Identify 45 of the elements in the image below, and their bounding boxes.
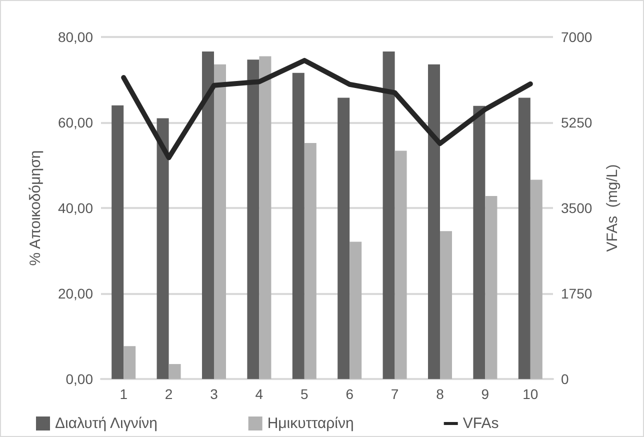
y2-tick-label: 3500 bbox=[561, 200, 592, 216]
bar bbox=[428, 64, 440, 379]
y-tick-label: 0,00 bbox=[66, 371, 94, 387]
x-tick-label: 8 bbox=[436, 386, 444, 402]
bar bbox=[485, 196, 498, 379]
bar bbox=[112, 105, 124, 379]
y-tick-label: 40,00 bbox=[58, 200, 94, 216]
bar bbox=[338, 98, 350, 379]
bar bbox=[394, 150, 407, 379]
bar bbox=[530, 180, 542, 379]
legend-label: Διαλυτή Λιγνίνη bbox=[55, 415, 158, 432]
bar bbox=[473, 106, 486, 379]
x-tick-label: 9 bbox=[481, 386, 490, 402]
y2-axis-title: VFAs (mg/L) bbox=[604, 164, 621, 252]
bar bbox=[440, 231, 452, 379]
bar bbox=[168, 364, 181, 379]
x-tick-label: 4 bbox=[255, 386, 264, 402]
legend-label: VFAs bbox=[462, 415, 499, 432]
x-tick-label: 6 bbox=[346, 386, 354, 402]
y2-tick-label: 5250 bbox=[561, 114, 592, 130]
y-axis-title: % Αποικοδόμηση bbox=[27, 150, 44, 266]
x-tick-label: 1 bbox=[120, 386, 128, 402]
bar bbox=[214, 64, 226, 379]
y2-tick-label: 7000 bbox=[561, 29, 592, 45]
legend-label: Ημικυτταρίνη bbox=[267, 415, 354, 432]
y2-tick-label: 1750 bbox=[561, 286, 592, 302]
y-tick-label: 60,00 bbox=[58, 114, 94, 130]
x-tick-label: 10 bbox=[522, 386, 538, 402]
bar bbox=[247, 60, 260, 379]
bar bbox=[518, 98, 530, 379]
x-tick-label: 5 bbox=[300, 386, 308, 402]
bar bbox=[382, 52, 395, 379]
bar bbox=[124, 346, 136, 379]
bar bbox=[156, 118, 169, 379]
bar bbox=[202, 52, 214, 379]
bar bbox=[350, 242, 362, 379]
bar bbox=[292, 72, 304, 379]
x-tick-label: 3 bbox=[210, 386, 218, 402]
bar bbox=[304, 143, 316, 379]
y2-tick-label: 0 bbox=[561, 371, 569, 387]
x-tick-label: 2 bbox=[164, 386, 173, 402]
bar bbox=[259, 56, 272, 379]
y-tick-label: 80,00 bbox=[58, 29, 94, 45]
y-tick-label: 20,00 bbox=[58, 286, 94, 302]
x-tick-label: 7 bbox=[390, 386, 399, 402]
